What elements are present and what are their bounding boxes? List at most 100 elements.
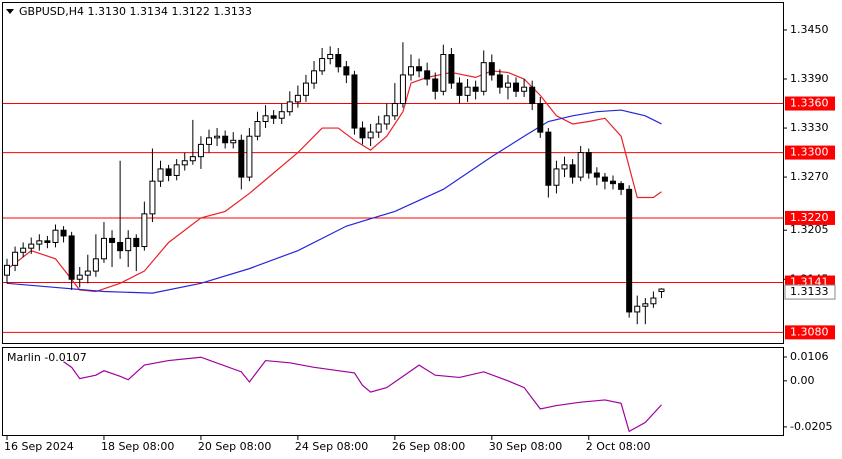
y-tick-label: 1.3205 [790, 223, 829, 236]
candle-body [20, 247, 27, 253]
candle-body [76, 274, 83, 280]
candle-body [601, 176, 608, 182]
candle-body [513, 82, 520, 92]
y-tick-label: 1.3270 [790, 170, 829, 183]
candle-body [149, 180, 156, 215]
candle-body [650, 297, 657, 305]
level-label-box [785, 96, 835, 111]
candle-body [593, 172, 600, 178]
candle-body [238, 139, 245, 178]
candle-body [246, 135, 253, 178]
candle-body [618, 183, 625, 190]
x-tick-label: 2 Oct 08:00 [586, 440, 651, 453]
level-label: 1.3300 [790, 146, 829, 159]
candle-body [464, 86, 471, 96]
candle-body [432, 78, 439, 92]
candle-body [561, 164, 568, 170]
candle-body [399, 74, 406, 105]
candle-body [28, 243, 35, 249]
y-tick-label: 1.3330 [790, 121, 829, 134]
candle-body [117, 241, 124, 252]
candle-body [448, 53, 455, 84]
candle-body [270, 115, 277, 119]
level-label-box [785, 145, 835, 160]
x-tick-label: 18 Sep 08:00 [101, 440, 174, 453]
chart-title: GBPUSD,H4 1.3130 1.3134 1.3122 1.3133 [19, 5, 252, 18]
candle-body [311, 70, 318, 84]
candle-body [424, 70, 431, 80]
candle-body [327, 53, 334, 60]
indicator-line [63, 356, 662, 433]
candle-body [472, 86, 479, 92]
candle-body [545, 131, 552, 186]
candle-body [585, 152, 592, 174]
x-tick-label: 16 Sep 2024 [4, 440, 74, 453]
candle-body [456, 82, 463, 96]
level-label-box [785, 325, 835, 340]
candle-body [44, 240, 51, 243]
candle-body [36, 240, 43, 245]
candle-body [109, 237, 116, 243]
level-label: 1.3220 [790, 211, 829, 224]
candle-body [658, 288, 665, 293]
candle-body [278, 111, 285, 119]
candle-body [488, 62, 495, 76]
candle-body [537, 103, 544, 133]
candle-body [84, 270, 91, 276]
candle-body [440, 53, 447, 92]
indicator-pane [2, 347, 784, 436]
candle-body [391, 103, 398, 117]
candle-body [416, 66, 423, 72]
x-tick-label: 24 Sep 08:00 [295, 440, 368, 453]
candle-body [577, 152, 584, 178]
candle-body [351, 74, 358, 129]
candle-body [141, 213, 148, 248]
candle-body [92, 258, 99, 272]
candle-body [359, 127, 366, 139]
candle-body [480, 62, 487, 92]
candle-body [529, 86, 536, 105]
candle-body [12, 251, 19, 266]
indicator-tick-label: 0.00 [790, 374, 815, 387]
candle-body [286, 101, 293, 113]
candle-body [343, 66, 350, 76]
candle-body [634, 305, 641, 313]
candle-body [68, 235, 75, 280]
indicator-tick-label: -0.0205 [790, 420, 832, 433]
candle-body [553, 168, 560, 186]
candle-body [375, 123, 382, 133]
candle-body [100, 237, 107, 260]
level-label-box [785, 210, 835, 225]
candle-body [496, 74, 503, 88]
candle-body [4, 264, 10, 276]
level-label: 1.3360 [790, 97, 829, 110]
candle-body [189, 156, 196, 162]
candle-body [642, 303, 649, 307]
y-tick-label: 1.3450 [790, 23, 829, 36]
indicator-label: Marlin -0.0107 [7, 351, 87, 364]
candle-body [626, 188, 633, 313]
candle-body [206, 137, 212, 145]
candle-body [569, 164, 576, 178]
candle-body [125, 237, 132, 252]
moving-average [6, 109, 662, 294]
candle-body [319, 58, 326, 72]
candle-body [504, 82, 511, 88]
candle-body [222, 135, 229, 144]
level-label: 1.3080 [790, 325, 829, 338]
candle-body [60, 229, 67, 237]
candle-body [230, 139, 237, 144]
candle-body [157, 168, 164, 182]
x-tick-label: 20 Sep 08:00 [198, 440, 271, 453]
candle-body [197, 143, 204, 158]
candle-body [408, 66, 414, 76]
candle-body [173, 164, 180, 176]
x-tick-label: 30 Sep 08:00 [489, 440, 562, 453]
candle-body [133, 237, 140, 248]
price-label-box [784, 284, 836, 300]
candle-body [294, 94, 301, 103]
candle-body [335, 53, 342, 68]
candle-body [214, 135, 221, 139]
menu-arrow[interactable] [6, 9, 14, 14]
